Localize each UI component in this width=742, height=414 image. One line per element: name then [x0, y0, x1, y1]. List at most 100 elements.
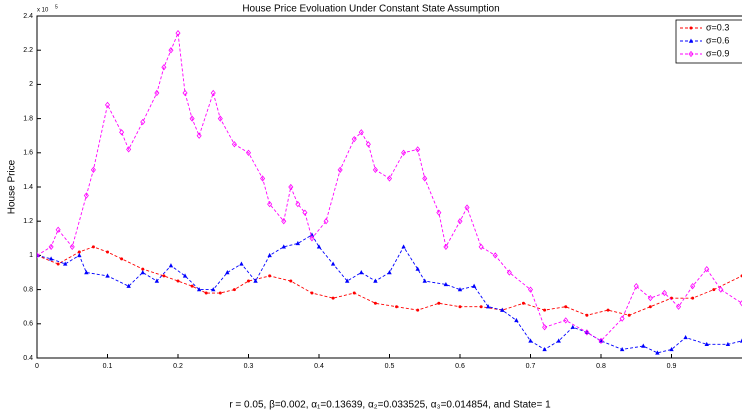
point	[647, 295, 653, 302]
point	[281, 218, 287, 225]
point	[231, 141, 237, 148]
y-tick-label: 0.4	[23, 355, 33, 362]
point	[309, 235, 315, 242]
point	[154, 278, 160, 283]
legend-label: σ=0.3	[706, 22, 729, 32]
point	[416, 308, 420, 312]
x-axis-label: r = 0.05, β=0.002, α₁=0.13639, α₂=0.0335…	[229, 400, 551, 411]
point	[739, 300, 742, 307]
point	[218, 291, 222, 295]
point	[395, 305, 399, 309]
point	[162, 274, 166, 278]
point	[196, 132, 202, 139]
point	[141, 267, 145, 271]
point	[691, 296, 695, 300]
point	[126, 146, 132, 153]
point	[359, 270, 364, 275]
point	[641, 343, 646, 348]
point	[387, 270, 392, 275]
point	[457, 287, 463, 292]
point	[260, 175, 266, 182]
point	[422, 175, 428, 182]
x-tick-label: 0.1	[103, 363, 113, 370]
point	[182, 273, 188, 278]
point	[415, 266, 420, 271]
point	[104, 101, 111, 109]
point	[105, 273, 110, 278]
point	[83, 192, 89, 199]
point	[267, 252, 272, 258]
point	[373, 301, 377, 305]
point	[302, 209, 308, 216]
point	[598, 337, 604, 345]
point	[126, 283, 131, 288]
point	[119, 129, 125, 136]
point	[372, 166, 378, 174]
point	[704, 265, 710, 273]
point	[619, 346, 625, 352]
x-tick-label: 0.2	[173, 363, 183, 370]
y-tick-label: 2	[29, 81, 33, 88]
point	[69, 243, 75, 250]
point	[373, 278, 378, 283]
point	[648, 305, 652, 309]
x-tick-label: 0.3	[244, 363, 254, 370]
point	[168, 263, 174, 268]
point	[84, 270, 89, 275]
point	[345, 278, 350, 283]
x-tick-label: 0.7	[526, 363, 536, 370]
y-tick-label: 0.6	[23, 321, 33, 328]
point	[528, 338, 533, 343]
point	[358, 129, 364, 136]
point	[563, 317, 569, 324]
point	[619, 315, 625, 322]
plot-area	[36, 15, 742, 359]
point	[316, 244, 322, 249]
point	[543, 308, 547, 312]
chart-title: House Price Evoluation Under Constant St…	[242, 4, 499, 15]
point	[90, 166, 96, 174]
legend-label: σ=0.9	[706, 48, 729, 58]
point	[443, 243, 449, 250]
y-tick-label: 1.2	[23, 218, 33, 225]
point	[56, 262, 60, 266]
point	[365, 141, 371, 148]
series-line	[37, 31, 742, 342]
point	[655, 350, 660, 355]
point	[521, 301, 525, 305]
point	[443, 281, 449, 287]
point	[190, 284, 194, 288]
point	[606, 308, 610, 312]
point	[217, 115, 223, 122]
point	[542, 346, 547, 352]
point	[669, 346, 674, 352]
point	[120, 257, 124, 261]
point	[401, 149, 407, 156]
point	[585, 313, 589, 317]
point	[415, 146, 421, 153]
point	[422, 278, 427, 283]
point	[676, 303, 682, 310]
point	[739, 338, 742, 343]
y-tick-label: 2.4	[23, 13, 33, 20]
point	[627, 313, 631, 317]
y-tick-label: 1	[29, 252, 33, 259]
point	[479, 305, 483, 309]
point	[175, 29, 181, 37]
point	[478, 243, 484, 250]
y-scale-base: x 10	[37, 8, 49, 14]
point	[486, 304, 491, 309]
point	[91, 245, 95, 249]
point	[712, 288, 716, 292]
point	[527, 286, 534, 293]
point	[556, 338, 561, 343]
point	[168, 47, 174, 54]
y-axis-label: House Price	[7, 159, 18, 214]
point	[182, 89, 188, 97]
point	[386, 175, 393, 182]
y-scale-exponent: 5	[55, 4, 58, 10]
point	[564, 305, 568, 309]
point	[289, 279, 293, 283]
